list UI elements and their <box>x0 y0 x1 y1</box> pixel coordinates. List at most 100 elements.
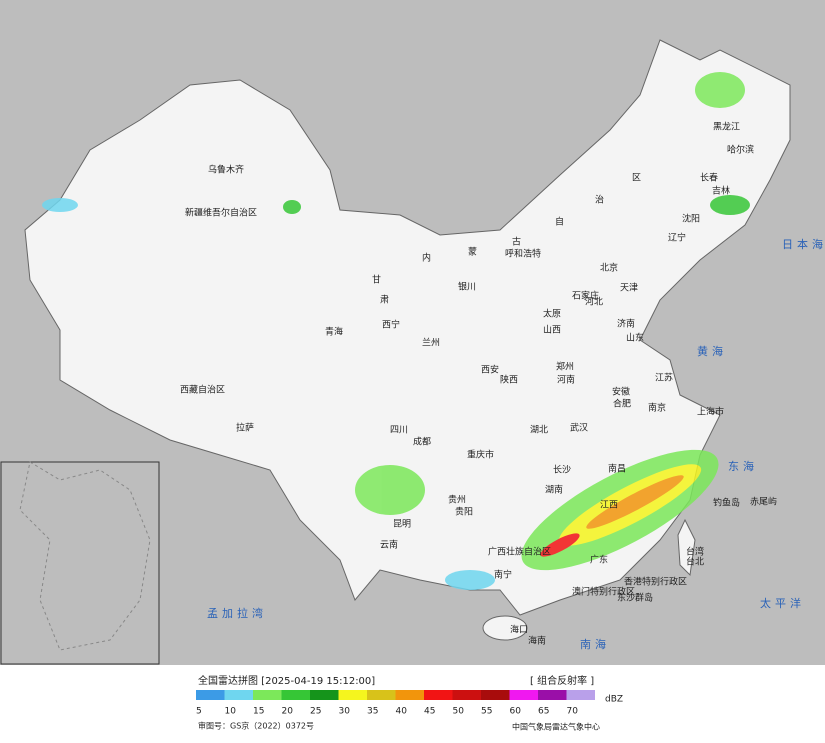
place-label: 甘 <box>372 274 381 286</box>
legend-product: [ 组合反射率 ] <box>530 674 594 687</box>
legend-swatch <box>566 690 595 700</box>
legend-panel <box>0 665 825 739</box>
china-landmass <box>24 39 791 616</box>
legend-swatch <box>509 690 538 700</box>
place-label: 赤尾屿 <box>750 497 777 508</box>
sea-label: 孟加拉湾 <box>207 606 267 620</box>
place-label: 上海市 <box>697 406 724 418</box>
sea-label: 南海 <box>580 637 610 651</box>
place-label: 合肥 <box>613 398 631 410</box>
taiwan <box>677 518 696 577</box>
legend-swatch <box>367 690 396 700</box>
legend-swatch <box>424 690 453 700</box>
place-label: 江西 <box>600 500 618 511</box>
legend-level-label: 70 <box>567 707 579 717</box>
sea-label: 日本海 <box>782 237 825 251</box>
legend-swatch <box>281 690 310 700</box>
place-label: 太原 <box>543 308 561 320</box>
place-label: 北京 <box>600 262 618 274</box>
sea-label: 黄海 <box>697 344 727 358</box>
place-label: 昆明 <box>393 519 411 530</box>
legend-level-label: 10 <box>225 707 237 717</box>
legend-swatch <box>481 690 510 700</box>
place-label: 石家庄 <box>572 290 599 302</box>
legend-level-label: 30 <box>339 707 351 717</box>
place-label: 山西 <box>543 325 561 336</box>
place-label: 河南 <box>557 374 575 386</box>
legend-swatch <box>338 690 367 700</box>
place-label: 内 <box>422 252 431 264</box>
place-label: 黑龙江 <box>713 121 740 133</box>
radar-echoes <box>42 72 750 590</box>
legend-level-label: 15 <box>253 707 264 717</box>
place-label: 钓鱼岛 <box>713 497 740 509</box>
legend-level-label: 50 <box>453 707 465 717</box>
place-label: 山东 <box>626 332 644 344</box>
place-label: 广西壮族自治区 <box>488 546 551 558</box>
place-label: 青海 <box>325 326 343 338</box>
place-label: 区 <box>632 173 641 184</box>
place-label: 济南 <box>617 318 635 330</box>
legend-swatch <box>224 690 253 700</box>
legend-swatch <box>538 690 567 700</box>
place-label: 陕西 <box>500 374 518 386</box>
place-label: 长春 <box>700 172 718 184</box>
place-label: 香港特别行政区 <box>624 576 687 588</box>
legend-swatch <box>253 690 282 700</box>
legend-swatch <box>196 690 225 700</box>
place-label: 新疆维吾尔自治区 <box>185 207 257 219</box>
place-label: 贵阳 <box>455 506 473 518</box>
place-label: 天津 <box>620 283 638 294</box>
legend-swatch <box>310 690 339 700</box>
place-label: 西宁 <box>382 319 400 331</box>
place-label: 南京 <box>648 402 666 414</box>
legend-level-label: 5 <box>196 707 202 717</box>
legend-title: 全国雷达拼图 [2025-04-19 15:12:00] <box>198 674 375 687</box>
place-label: 银川 <box>458 281 476 293</box>
place-label: 治 <box>595 194 604 206</box>
place-label: 西藏自治区 <box>180 384 225 396</box>
place-label: 蒙 <box>468 246 477 258</box>
legend-swatch <box>452 690 481 700</box>
place-label: 拉萨 <box>236 422 254 434</box>
hainan <box>482 615 528 641</box>
sea-label: 东海 <box>728 459 758 473</box>
place-label: 南昌 <box>608 463 626 475</box>
legend-level-label: 55 <box>481 707 492 717</box>
south-sea-inset <box>0 461 160 665</box>
place-label: 澳门特别行政区 <box>572 586 635 598</box>
place-label: 重庆市 <box>467 449 494 461</box>
place-label: 江苏 <box>655 372 673 384</box>
place-label: 东沙群岛 <box>617 592 653 604</box>
legend-level-label: 40 <box>396 707 408 717</box>
place-label: 安徽 <box>612 386 630 398</box>
place-label: 湖南 <box>545 484 563 496</box>
place-label: 沈阳 <box>682 213 700 225</box>
legend-level-label: 60 <box>510 707 522 717</box>
place-label: 哈尔滨 <box>727 144 754 156</box>
place-label: 海南 <box>528 635 546 647</box>
place-label: 南宁 <box>494 569 512 581</box>
place-label: 兰州 <box>422 337 440 349</box>
place-label: 乌鲁木齐 <box>208 164 244 176</box>
place-label: 广东 <box>590 554 608 566</box>
place-label: 贵州 <box>448 494 466 506</box>
legend-level-label: 25 <box>310 707 321 717</box>
agency: 中国气象局雷达气象中心 <box>512 722 600 732</box>
legend-swatch <box>395 690 424 700</box>
place-label: 郑州 <box>556 361 574 373</box>
place-label: 长沙 <box>553 464 571 476</box>
legend-level-label: 35 <box>367 707 378 717</box>
place-label: 辽宁 <box>668 232 686 244</box>
legend-level-label: 65 <box>538 707 549 717</box>
place-label: 自 <box>555 216 564 228</box>
legend-level-label: 45 <box>424 707 435 717</box>
place-label: 四川 <box>390 426 408 436</box>
place-label: 肃 <box>380 294 389 306</box>
place-label: 海口 <box>510 624 528 636</box>
place-label: 古 <box>512 236 521 248</box>
sea-label: 太平洋 <box>760 596 805 610</box>
legend-level-label: 20 <box>282 707 294 717</box>
approval-number: 审图号：GS京（2022）0372号 <box>198 721 314 731</box>
